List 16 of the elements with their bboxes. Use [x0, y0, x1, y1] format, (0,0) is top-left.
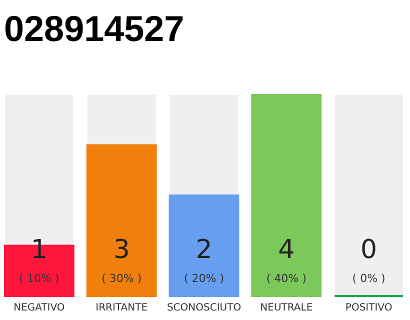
x-tick-label: NEUTRALE	[260, 302, 313, 314]
x-tick-label: SCONOSCIUTO	[166, 302, 242, 314]
annotation: ( 0% )	[352, 272, 386, 285]
annotation: ( 40% )	[266, 272, 306, 285]
data-label: 4	[278, 235, 295, 265]
annotation: ( 30% )	[102, 272, 142, 285]
x-tick-label: NEGATIVO	[14, 302, 65, 314]
data-label: 0	[360, 235, 378, 265]
data-label: 1	[30, 235, 48, 265]
x-tick-label: IRRITANTE	[96, 302, 148, 314]
data-label: 2	[196, 235, 212, 265]
annotation: ( 20% )	[184, 272, 224, 285]
data-label: 3	[113, 235, 130, 265]
annotation: ( 10% )	[19, 272, 60, 285]
x-tick-label: POSITIVO	[345, 302, 392, 314]
chart-title: 028914527	[4, 8, 184, 49]
